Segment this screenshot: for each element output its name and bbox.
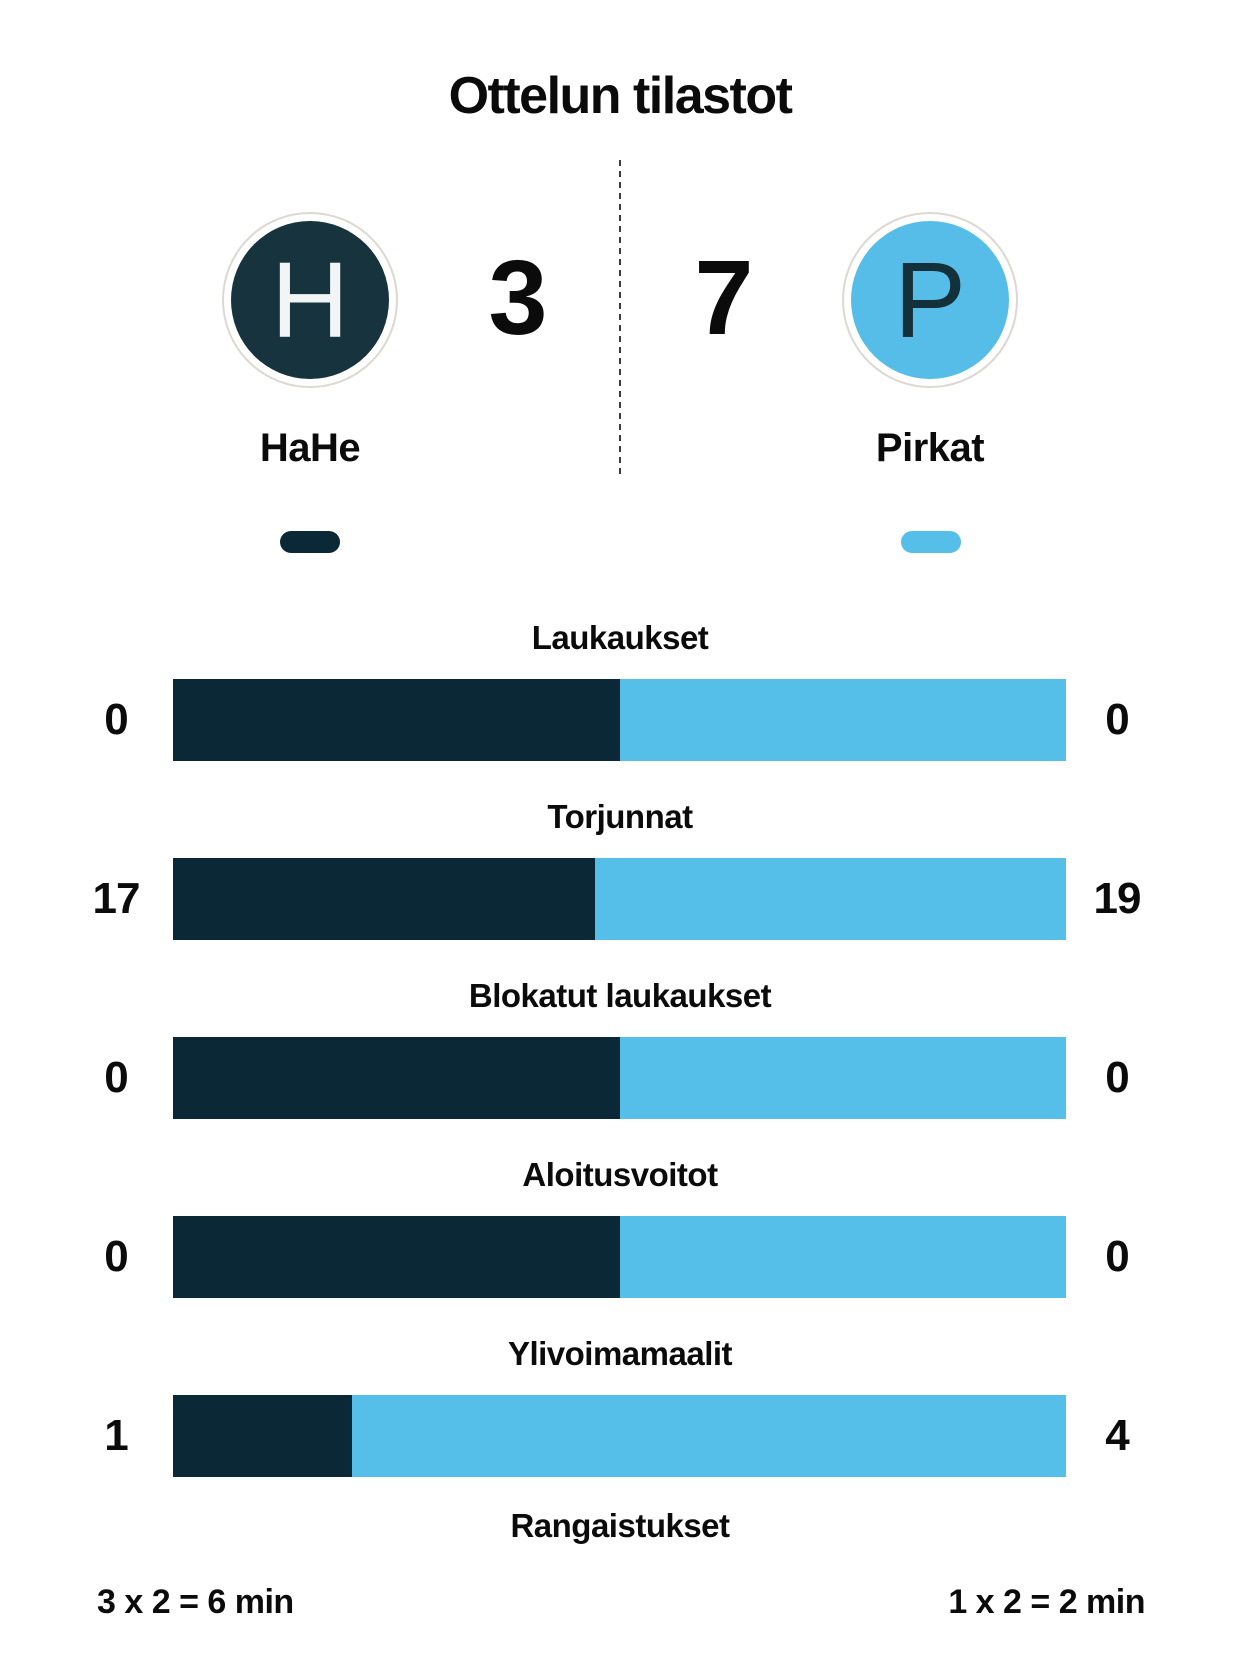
home-bar-segment (173, 1216, 620, 1298)
stat-bar (173, 1395, 1066, 1477)
page-title: Ottelun tilastot (448, 67, 793, 125)
penalties-label: Rangaistukset (510, 1507, 730, 1544)
home-stat-value: 1 (104, 1411, 128, 1460)
away-team-name: Pirkat (875, 426, 985, 470)
stat-label: Torjunnat (547, 798, 693, 835)
stats-rows: Laukaukset 0 0 Torjunnat 17 19 Blokatut … (0, 600, 1240, 1495)
home-bar-segment (173, 1395, 352, 1477)
away-penalties-text: 1 x 2 = 2 min (948, 1583, 1145, 1621)
home-stat-value: 0 (104, 695, 128, 744)
stat-bar (173, 1216, 1066, 1298)
home-penalties-text: 3 x 2 = 6 min (97, 1583, 294, 1621)
away-bar-segment (619, 1037, 1066, 1119)
home-team-initial: H (271, 239, 349, 360)
away-score: 7 (694, 239, 754, 357)
stat-row: Torjunnat 17 19 (0, 779, 1240, 958)
away-bar-segment (619, 1216, 1066, 1298)
stat-bar (173, 858, 1066, 940)
away-stat-value: 0 (1105, 1232, 1129, 1281)
stat-row: Aloitusvoitot 0 0 (0, 1137, 1240, 1316)
stat-label: Ylivoimamaalit (507, 1335, 733, 1372)
stat-row: Blokatut laukaukset 0 0 (0, 958, 1240, 1137)
away-bar-segment (594, 858, 1066, 940)
stat-label: Blokatut laukaukset (468, 977, 772, 1014)
away-color-swatch (901, 531, 961, 553)
away-bar-segment (351, 1395, 1066, 1477)
home-bar-segment (173, 858, 595, 940)
home-stat-value: 17 (92, 874, 141, 923)
home-bar-segment (173, 1037, 620, 1119)
home-stat-value: 0 (104, 1053, 128, 1102)
home-team-badge: H (222, 212, 398, 388)
home-score: 3 (488, 239, 548, 357)
stat-label: Laukaukset (531, 619, 709, 656)
stat-bar (173, 679, 1066, 761)
home-team-logo-circle: H (231, 221, 389, 379)
stat-label: Aloitusvoitot (522, 1156, 718, 1193)
stat-row: Laukaukset 0 0 (0, 600, 1240, 779)
away-bar-segment (619, 679, 1066, 761)
away-stat-value: 19 (1093, 874, 1142, 923)
home-bar-segment (173, 679, 620, 761)
home-stat-value: 0 (104, 1232, 128, 1281)
away-team-badge: P (842, 212, 1018, 388)
center-dashed-divider (619, 160, 621, 475)
home-team-name: HaHe (259, 426, 361, 470)
away-stat-value: 0 (1105, 1053, 1129, 1102)
away-stat-value: 4 (1105, 1411, 1129, 1460)
stat-bar (173, 1037, 1066, 1119)
away-stat-value: 0 (1105, 695, 1129, 744)
away-team-initial: P (893, 239, 967, 360)
stat-row: Ylivoimamaalit 1 4 (0, 1316, 1240, 1495)
home-color-swatch (280, 531, 340, 553)
away-team-logo-circle: P (851, 221, 1009, 379)
